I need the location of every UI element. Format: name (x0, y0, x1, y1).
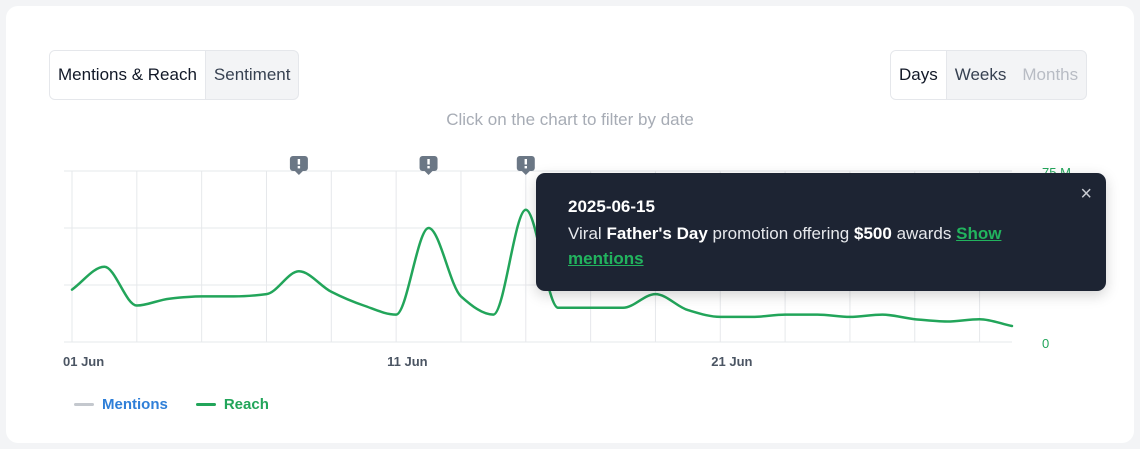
tooltip-text-before: Viral (568, 224, 602, 243)
tooltip-bold-event: Father's Day (606, 224, 708, 243)
mentions-swatch-icon (74, 403, 94, 406)
close-icon[interactable]: × (1080, 183, 1092, 205)
period-months-button[interactable]: Months (1022, 65, 1079, 84)
show-mentions-link[interactable]: Show mentions (568, 224, 1002, 268)
annotation-marker-pointer (424, 171, 433, 175)
annotation-marker-glyph (524, 159, 527, 165)
legend-item-reach[interactable]: Reach (195, 396, 269, 413)
period-days-button[interactable]: Days (891, 51, 947, 99)
chart-hint: Click on the chart to filter by date (446, 110, 694, 129)
tooltip-text-after: awards (896, 224, 952, 243)
legend-label-reach: Reach (223, 396, 269, 413)
y-tick-label: 0 (1042, 336, 1049, 351)
tooltip-bold-amount: $500 (854, 224, 892, 243)
event-tooltip: × 2025-06-15 Viral Father's Day promotio… (536, 173, 1106, 291)
period-toggle: Days Weeks Months (890, 50, 1088, 100)
annotation-marker-glyph (297, 159, 301, 165)
series-line-reach[interactable] (70, 208, 1014, 328)
tooltip-date: 2025-06-15 (568, 197, 655, 216)
chart-legend: Mentions Reach (74, 396, 297, 413)
period-weeks-button[interactable]: Weeks (954, 65, 1007, 84)
tooltip-text: Viral Father's Day promotion offering $5… (568, 221, 1074, 271)
annotation-marker-glyph (524, 166, 527, 169)
annotation-marker-glyph (297, 166, 301, 169)
tab-sentiment[interactable]: Sentiment (213, 65, 291, 84)
tooltip-text-mid: promotion offering (712, 224, 850, 243)
annotation-marker-pointer (521, 171, 530, 175)
annotation-marker-glyph (427, 159, 430, 165)
legend-label-mentions: Mentions (102, 396, 168, 413)
tab-mentions-reach[interactable]: Mentions & Reach (50, 51, 206, 99)
x-tick-label: 11 Jun (387, 354, 428, 369)
x-tick-label: 21 Jun (711, 354, 752, 369)
legend-item-mentions[interactable]: Mentions (74, 396, 168, 413)
annotation-marker-glyph (427, 166, 430, 169)
annotation-marker-pointer (294, 171, 303, 175)
view-toggle: Mentions & Reach Sentiment (49, 50, 300, 100)
reach-swatch-icon (195, 403, 216, 406)
x-tick-label: 01 Jun (63, 354, 104, 369)
